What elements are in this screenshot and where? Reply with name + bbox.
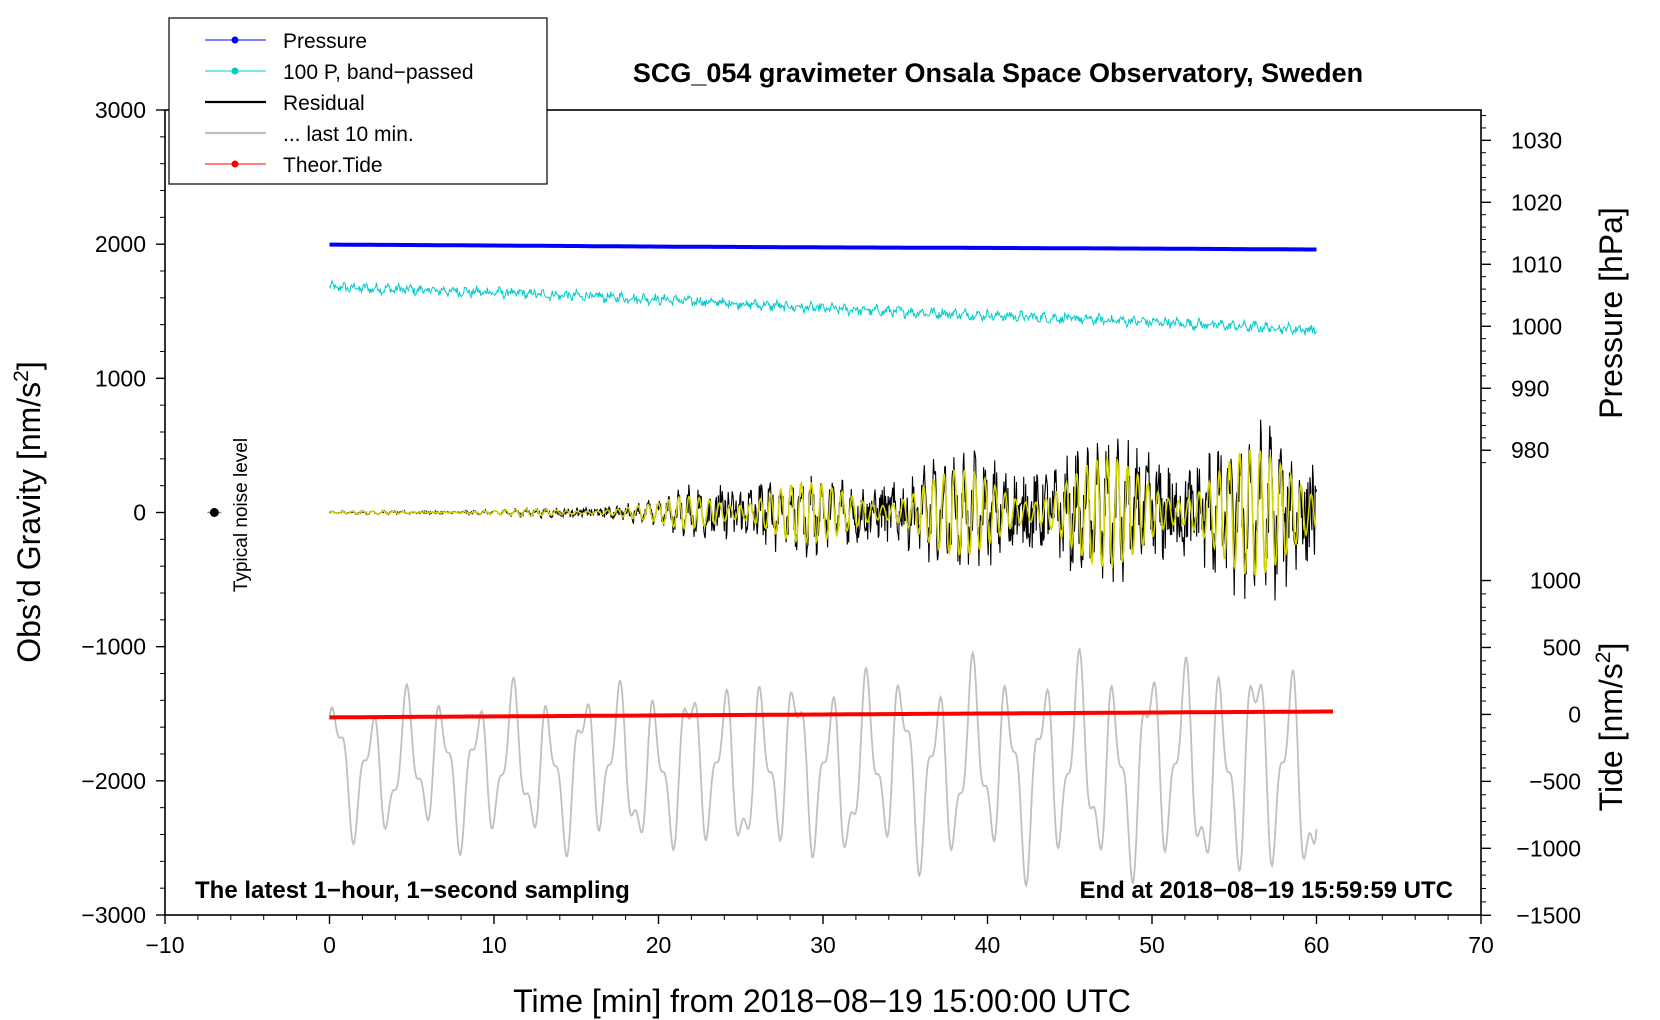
x-tick-label: 0 — [323, 932, 336, 958]
series-filtered-line — [329, 447, 1317, 578]
y-axis-title-left: Obs’d Gravity [nm/s2] — [10, 361, 47, 663]
legend-dot-bandpassed — [231, 67, 239, 75]
x-tick-label: 40 — [975, 932, 1001, 958]
y-tick-label: 0 — [133, 500, 146, 526]
pressure-tick-label: 1020 — [1511, 189, 1562, 215]
legend-dot-pressure — [231, 36, 239, 44]
y-tick-label: −2000 — [81, 768, 146, 794]
pressure-tick-label: 1000 — [1511, 313, 1562, 339]
legend-label-tide: Theor.Tide — [283, 154, 383, 177]
y-axis-title-pressure: Pressure [hPa] — [1593, 207, 1629, 419]
y-tick-label: 1000 — [95, 365, 146, 391]
legend: Pressure 100 P, band−passed Residual ...… — [168, 17, 548, 185]
x-axis-title: Time [min] from 2018−08−19 15:00:00 UTC — [513, 983, 1131, 1019]
series-pressure-line — [329, 242, 1317, 252]
legend-label-residual: Residual — [283, 92, 365, 115]
legend-label-pressure: Pressure — [283, 30, 367, 53]
tide-tick-label: −1000 — [1516, 835, 1581, 861]
tide-tick-label: −500 — [1529, 768, 1581, 794]
tide-tick-label: 500 — [1543, 634, 1581, 660]
x-tick-label: 20 — [646, 932, 672, 958]
series-residual-line — [328, 419, 1318, 601]
series-bandpassed-line — [329, 278, 1317, 336]
pressure-tick-label: 1030 — [1511, 127, 1562, 153]
y-tick-label: −1000 — [81, 634, 146, 660]
series-layer — [207, 242, 1333, 889]
end-time-note: End at 2018−08−19 15:59:59 UTC — [1079, 877, 1453, 904]
tick-marks: −10 0 10 20 30 40 50 60 703000200010000−1000−200… — [81, 97, 1581, 958]
x-tick-label: 60 — [1304, 932, 1330, 958]
noise-level-label: Typical noise level — [231, 438, 252, 592]
y-axis-title-tide: Tide [nm/s2] — [1592, 643, 1629, 812]
sampling-note: The latest 1−hour, 1−second sampling — [195, 877, 630, 904]
pressure-tick-label: 1010 — [1511, 251, 1562, 277]
x-tick-label: 70 — [1468, 932, 1494, 958]
legend-dot-tide — [231, 160, 239, 168]
pressure-tick-label: 990 — [1511, 375, 1549, 401]
y-tick-label: −3000 — [81, 902, 146, 928]
chart-title: SCG_054 gravimeter Onsala Space Observat… — [633, 58, 1363, 88]
tide-tick-label: 1000 — [1530, 568, 1581, 594]
noise-marker-dot — [209, 508, 219, 517]
pressure-tick-label: 980 — [1511, 437, 1549, 463]
series-tide-line — [329, 709, 1333, 720]
x-tick-label: 30 — [810, 932, 836, 958]
x-tick-label: 50 — [1139, 932, 1165, 958]
tide-tick-label: 0 — [1568, 701, 1581, 727]
y-tick-label: 3000 — [95, 97, 146, 123]
legend-label-bandpassed: 100 P, band−passed — [283, 61, 474, 84]
x-tick-label: 10 — [481, 932, 507, 958]
x-tick-label: −10 — [145, 932, 184, 958]
tide-tick-label: −1500 — [1516, 902, 1581, 928]
legend-label-last10: ... last 10 min. — [283, 123, 414, 146]
series-last-10-min-line — [328, 646, 1318, 889]
y-tick-label: 2000 — [95, 231, 146, 257]
